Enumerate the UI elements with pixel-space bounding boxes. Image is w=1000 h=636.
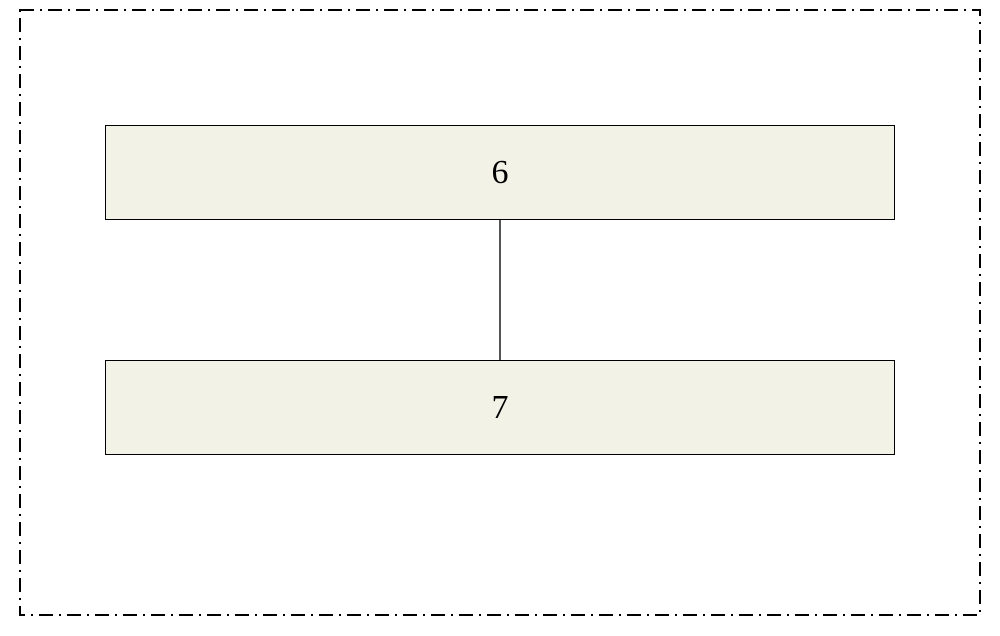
connector-6-7 [499, 220, 501, 360]
block-7-label: 7 [492, 389, 509, 427]
block-6-label: 6 [492, 154, 509, 192]
block-6: 6 [105, 125, 895, 220]
block-7: 7 [105, 360, 895, 455]
